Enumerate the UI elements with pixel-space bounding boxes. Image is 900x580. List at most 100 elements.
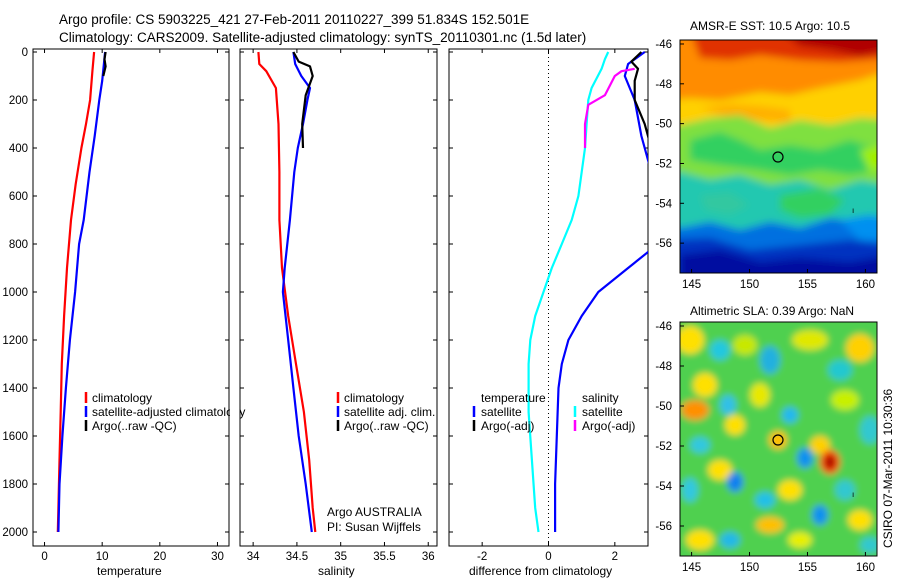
lat-tick-label: -56 <box>655 521 672 533</box>
float-position-marker <box>772 434 784 446</box>
credit-text: CSIRO 07-Mar-2011 10:30:36 <box>881 388 895 548</box>
legend-label-sal-argo: Argo(-adj) <box>582 419 635 433</box>
lat-tick-label: -50 <box>655 119 672 131</box>
depth-tick-label: 1600 <box>2 431 28 443</box>
x-tick-label: 34 <box>247 551 260 563</box>
lon-tick-label: 155 <box>798 562 817 574</box>
lat-tick-label: -48 <box>655 361 672 373</box>
lon-tick-label: 150 <box>740 562 759 574</box>
series-argo-adj-temperature <box>630 51 648 141</box>
x-tick-label: 34.5 <box>286 551 308 563</box>
depth-tick-label: 2000 <box>2 527 28 539</box>
lat-tick-label: -50 <box>655 401 672 413</box>
lat-tick-label: -48 <box>655 79 672 91</box>
series-climatology <box>257 51 317 533</box>
depth-tick-label: 800 <box>9 239 28 251</box>
legend-label-argo: Argo(..raw -QC) <box>344 419 429 433</box>
x-tick-label: 0 <box>41 551 47 563</box>
legend-label-satellite: satellite adj. clim. <box>344 405 435 419</box>
salinity-axis-label: salinity <box>318 564 355 578</box>
argo-program-note: Argo AUSTRALIA <box>327 505 422 519</box>
legend-label-climatology: climatology <box>92 391 152 405</box>
depth-tick-label: 0 <box>22 47 28 59</box>
lon-tick-label: 160 <box>856 279 875 291</box>
sst-heatmap <box>680 40 877 273</box>
legend-label-sal-satellite: satellite <box>582 405 623 419</box>
depth-axis-tick-marks <box>33 51 648 533</box>
x-tick-label: 36 <box>422 551 435 563</box>
legend-overflow-mask <box>230 396 239 422</box>
depth-tick-label: 1400 <box>2 383 28 395</box>
series-satellite-adjusted-climatology <box>57 51 107 533</box>
sst-longitude-ticks: 145 150 155 160 <box>682 269 875 291</box>
sla-map-title: Altimetric SLA: 0.39 Argo: NaN <box>690 304 854 318</box>
lon-tick-label: 145 <box>682 279 701 291</box>
lon-tick-label: 160 <box>856 562 875 574</box>
x-tick-label: -2 <box>477 551 487 563</box>
legend-label-satellite: satellite-adjusted climatology <box>92 405 245 419</box>
lat-tick-label: -56 <box>655 238 672 250</box>
difference-series <box>527 51 648 533</box>
x-tick-label: 20 <box>153 551 166 563</box>
legend-title-temperature: temperature <box>481 391 546 405</box>
series-satellite-adj-clim <box>281 51 313 533</box>
sla-heatmap <box>680 322 877 556</box>
x-tick-label: 2 <box>612 551 618 563</box>
lat-tick-label: -46 <box>655 321 672 333</box>
sst-map-frame <box>679 39 878 274</box>
legend-label-argo: Argo(..raw -QC) <box>92 419 177 433</box>
float-position-marker <box>772 151 784 163</box>
lat-tick-label: -52 <box>655 158 672 170</box>
depth-tick-label: 200 <box>9 95 28 107</box>
lon-tick-label: 155 <box>798 279 817 291</box>
temperature-axis-ticks: 0 10 20 30 <box>41 49 224 563</box>
temperature-panel-frame <box>32 48 230 547</box>
legend-label-climatology: climatology <box>344 391 404 405</box>
x-tick-label: 35.5 <box>373 551 395 563</box>
legend-label-temp-argo: Argo(-adj) <box>481 419 534 433</box>
temperature-axis-label: temperature <box>97 564 162 578</box>
sla-latitude-ticks: -46 -48 -50 -52 -54 -56 <box>655 321 684 533</box>
salinity-legend: climatology satellite adj. clim. Argo(..… <box>336 391 435 433</box>
sst-latitude-ticks: -46 -48 -50 -52 -54 -56 <box>655 39 684 250</box>
figure-title-line2: Climatology: CARS2009. Satellite-adjuste… <box>59 30 586 45</box>
lon-tick-label: 150 <box>740 279 759 291</box>
x-tick-label: 10 <box>96 551 109 563</box>
depth-tick-label: 1800 <box>2 479 28 491</box>
sla-small-marker: ı <box>852 490 854 499</box>
salinity-axis-ticks: 34 34.5 35 35.5 36 <box>247 49 435 563</box>
depth-tick-label: 1200 <box>2 335 28 347</box>
depth-tick-label: 400 <box>9 143 28 155</box>
lat-tick-label: -46 <box>655 39 672 51</box>
temperature-series <box>56 51 107 533</box>
lon-tick-label: 145 <box>682 562 701 574</box>
lat-tick-label: -54 <box>655 198 672 210</box>
series-argo-adj-salinity <box>583 67 635 148</box>
depth-axis-tick-labels: 0 200 400 600 800 1000 1200 1400 1600 1800 2000 <box>2 47 28 539</box>
legend-label-temp-satellite: satellite <box>481 405 522 419</box>
difference-legend: temperature satellite Argo(-adj) salinit… <box>472 391 635 433</box>
x-tick-label: 30 <box>211 551 224 563</box>
sla-longitude-ticks: 145 150 155 160 <box>682 552 875 574</box>
sst-small-marker: ı <box>852 206 854 215</box>
series-climatology <box>56 51 96 533</box>
legend-title-salinity: salinity <box>582 391 619 405</box>
lat-tick-label: -54 <box>655 481 672 493</box>
depth-tick-label: 600 <box>9 191 28 203</box>
difference-axis-label: difference from climatology <box>469 564 612 578</box>
series-satellite-salinity <box>527 51 610 533</box>
pi-note: PI: Susan Wijffels <box>327 520 421 534</box>
series-satellite-temperature <box>553 51 648 532</box>
difference-axis-ticks: -2 0 2 <box>477 49 618 563</box>
series-argo-raw-qc <box>102 51 107 77</box>
lat-tick-label: -52 <box>655 441 672 453</box>
figure-title-line1: Argo profile: CS 5903225_421 27-Feb-2011… <box>59 12 529 27</box>
series-argo-raw-qc <box>292 51 314 149</box>
sla-map-frame <box>679 321 878 557</box>
salinity-series <box>257 51 317 533</box>
x-tick-label: 35 <box>334 551 347 563</box>
depth-tick-label: 1000 <box>2 287 28 299</box>
salinity-panel-frame <box>239 48 438 547</box>
temperature-legend: climatology satellite-adjusted climatolo… <box>84 391 245 433</box>
